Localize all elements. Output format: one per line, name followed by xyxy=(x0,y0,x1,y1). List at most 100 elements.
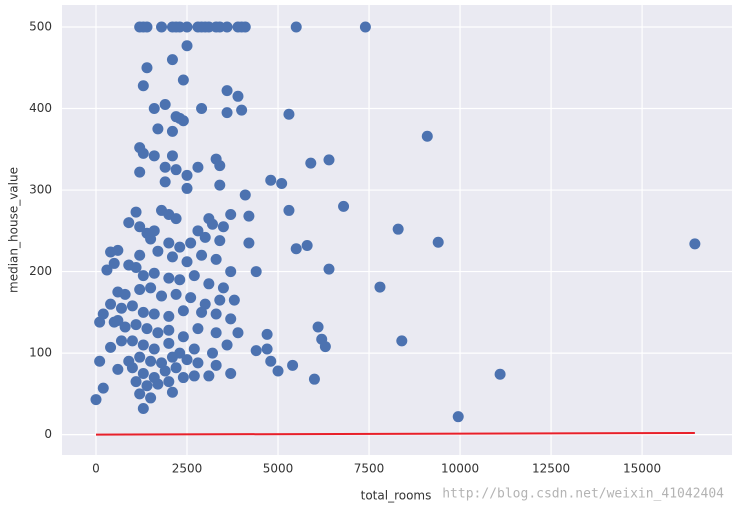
point xyxy=(243,210,255,222)
point xyxy=(232,327,244,339)
point xyxy=(163,337,175,349)
point xyxy=(225,313,237,325)
point xyxy=(123,217,135,229)
point xyxy=(206,218,218,230)
point xyxy=(134,388,146,400)
point xyxy=(163,272,175,284)
point xyxy=(196,306,208,318)
point xyxy=(177,305,189,317)
point xyxy=(214,179,226,191)
point xyxy=(181,40,193,52)
point xyxy=(170,164,182,176)
point xyxy=(148,150,160,162)
point xyxy=(137,306,149,318)
point xyxy=(210,359,222,371)
point xyxy=(177,74,189,86)
point xyxy=(250,345,262,357)
point xyxy=(174,241,186,253)
point xyxy=(159,98,171,110)
point xyxy=(214,294,226,306)
point xyxy=(166,125,178,137)
point xyxy=(108,257,120,269)
point xyxy=(323,263,335,275)
point xyxy=(214,235,226,247)
point xyxy=(134,166,146,178)
point xyxy=(312,321,324,333)
y-axis-label: median_house_value xyxy=(7,167,21,293)
point xyxy=(188,270,200,282)
point xyxy=(206,347,218,359)
point xyxy=(156,21,168,33)
point xyxy=(243,237,255,249)
point xyxy=(214,160,226,172)
point xyxy=(177,372,189,384)
point xyxy=(112,314,124,326)
point xyxy=(145,233,157,245)
point xyxy=(170,362,182,374)
point xyxy=(225,209,237,221)
point xyxy=(305,157,317,169)
point xyxy=(105,298,117,310)
point xyxy=(134,351,146,363)
point xyxy=(137,403,149,415)
point xyxy=(239,21,251,33)
point xyxy=(217,221,229,233)
point xyxy=(115,302,127,314)
point xyxy=(203,370,215,382)
point xyxy=(170,213,182,225)
point xyxy=(94,355,106,367)
point xyxy=(188,370,200,382)
point xyxy=(338,200,350,212)
point xyxy=(163,237,175,249)
point xyxy=(141,21,153,33)
x-tick-label: 10000 xyxy=(441,462,479,476)
point xyxy=(166,351,178,363)
point xyxy=(159,161,171,173)
point xyxy=(137,270,149,282)
point xyxy=(126,362,138,374)
point xyxy=(137,147,149,159)
point xyxy=(359,21,371,33)
point xyxy=(115,335,127,347)
y-tick-label: 500 xyxy=(29,20,52,34)
point xyxy=(148,103,160,115)
point xyxy=(148,267,160,279)
watermark: http://blog.csdn.net/weixin_41042404 xyxy=(442,487,724,502)
point xyxy=(210,327,222,339)
point xyxy=(192,357,204,369)
point xyxy=(210,308,222,320)
point xyxy=(166,150,178,162)
point xyxy=(134,221,146,233)
point xyxy=(130,376,142,388)
point xyxy=(221,339,233,351)
point xyxy=(145,355,157,367)
point xyxy=(112,244,124,256)
x-tick-label: 7500 xyxy=(354,462,385,476)
point xyxy=(101,264,113,276)
point xyxy=(239,189,251,201)
point xyxy=(152,378,164,390)
y-tick-label: 200 xyxy=(29,264,52,278)
point xyxy=(319,341,331,353)
point xyxy=(159,176,171,188)
point xyxy=(192,225,204,237)
point xyxy=(163,324,175,336)
point xyxy=(301,239,313,251)
point xyxy=(261,343,273,355)
point xyxy=(97,308,109,320)
y-tick-label: 400 xyxy=(29,101,52,115)
point xyxy=(261,328,273,340)
point xyxy=(290,243,302,255)
point xyxy=(134,284,146,296)
point xyxy=(203,278,215,290)
point xyxy=(152,327,164,339)
x-axis-label: total_rooms xyxy=(361,489,432,503)
point xyxy=(159,365,171,377)
point xyxy=(130,262,142,273)
point xyxy=(181,256,193,268)
point xyxy=(163,310,175,322)
point xyxy=(126,335,138,347)
point xyxy=(225,367,237,379)
x-tick-label: 5000 xyxy=(263,462,294,476)
point xyxy=(152,245,164,257)
